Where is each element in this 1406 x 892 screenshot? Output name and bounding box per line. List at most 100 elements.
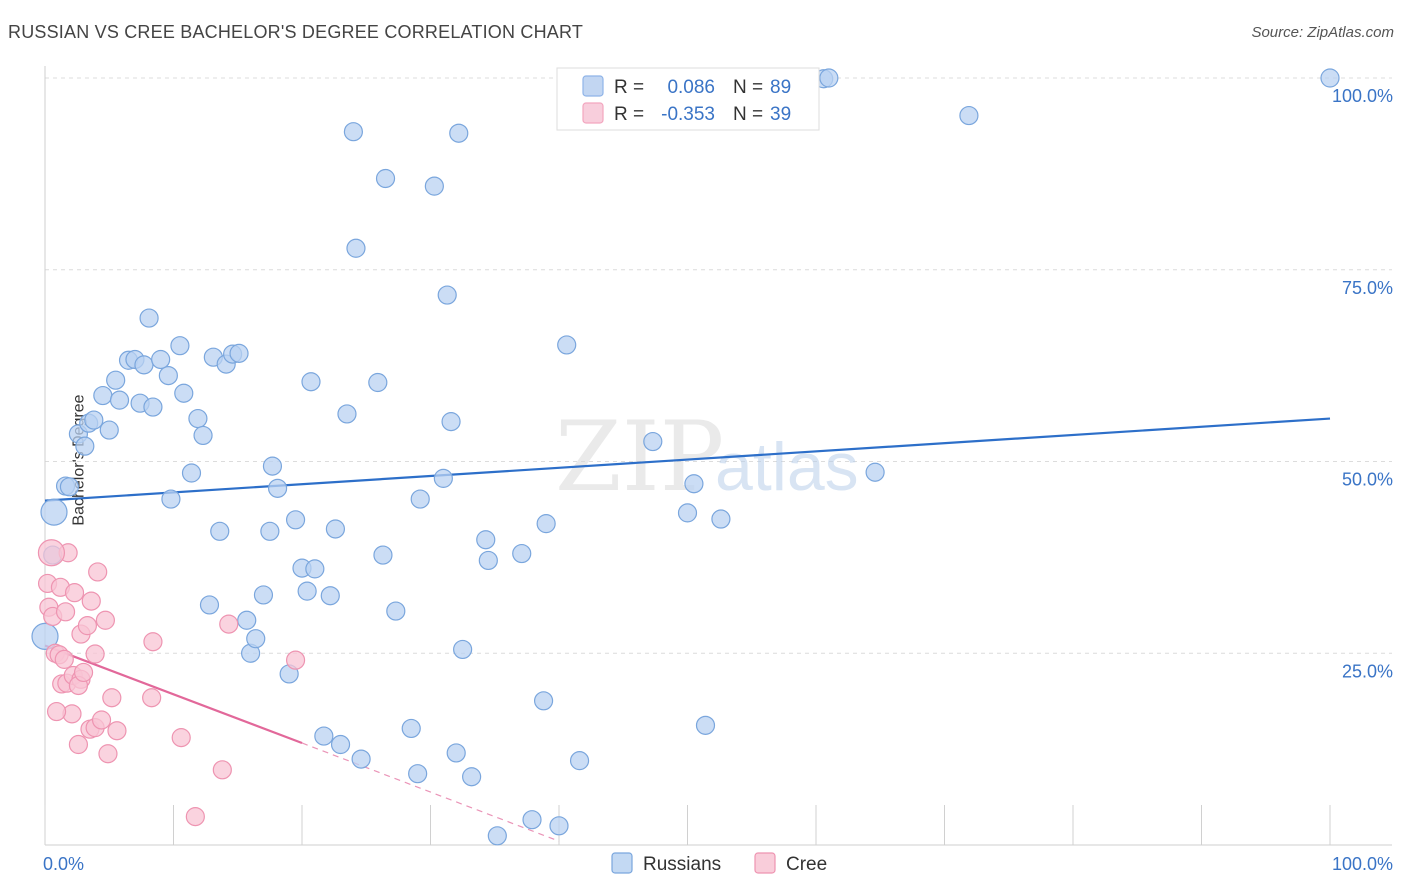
data-point-russians <box>174 383 194 403</box>
data-point-russians <box>351 749 371 769</box>
y-tick-label: 50.0% <box>1342 470 1393 490</box>
trend-lines <box>44 417 1331 842</box>
x-tick-label: 0.0% <box>43 854 84 874</box>
data-point-russians <box>267 478 288 498</box>
data-point-russians <box>401 718 421 739</box>
data-point-russians <box>301 372 321 392</box>
data-point-cree <box>64 583 85 603</box>
stats-legend-swatch <box>582 75 604 97</box>
data-point-russians <box>386 601 406 621</box>
data-point-russians <box>441 412 461 432</box>
watermark: ZIP atlas <box>555 401 859 513</box>
data-point-russians <box>453 639 473 660</box>
data-point-russians <box>337 404 357 424</box>
data-point-cree <box>73 662 94 683</box>
data-point-cree <box>77 616 98 636</box>
data-point-russians <box>375 168 396 189</box>
stats-r-value: -0.353 <box>661 104 715 125</box>
data-point-russians <box>158 365 178 386</box>
stats-n-value: 39 <box>770 104 791 125</box>
data-point-russians <box>408 764 428 784</box>
data-point-cree <box>219 614 239 634</box>
data-point-russians <box>314 726 334 746</box>
data-point-russians <box>31 622 59 650</box>
data-point-russians <box>643 431 663 452</box>
data-point-russians <box>410 489 430 509</box>
data-point-russians <box>522 810 542 830</box>
chart-source: Source: ZipAtlas.com <box>1251 24 1394 41</box>
data-point-russians <box>285 510 306 530</box>
data-point-russians <box>106 370 126 390</box>
data-point-russians <box>93 385 113 406</box>
data-point-russians <box>262 456 283 476</box>
data-point-cree <box>81 591 101 611</box>
data-point-russians <box>84 410 104 430</box>
data-point-cree <box>55 602 76 622</box>
data-point-cree <box>98 744 118 764</box>
stats-legend-swatch <box>582 102 604 124</box>
data-point-cree <box>285 650 306 670</box>
data-point-russians <box>549 816 569 836</box>
data-point-russians <box>170 336 190 356</box>
data-point-cree <box>85 644 105 664</box>
data-point-cree <box>102 688 122 708</box>
data-point-russians <box>437 285 457 305</box>
data-point-russians <box>210 521 230 541</box>
data-point-russians <box>569 751 590 771</box>
grid-lines <box>45 77 1392 654</box>
x-tick-label: 100.0% <box>1332 854 1393 874</box>
watermark-atlas: atlas <box>715 429 859 505</box>
data-point-russians <box>75 436 95 456</box>
trend-line-cree <box>44 644 303 745</box>
data-point-russians <box>59 477 80 497</box>
stats-r-value: 0.086 <box>667 77 715 98</box>
data-point-russians <box>193 425 213 446</box>
data-point-cree <box>171 728 191 748</box>
data-point-russians <box>865 462 885 482</box>
data-point-russians <box>684 474 704 494</box>
trend-line-extension-cree <box>301 742 560 842</box>
data-point-russians <box>99 420 119 440</box>
data-point-russians <box>161 489 181 509</box>
stats-n-value: 89 <box>770 77 791 98</box>
watermark-zip: ZIP <box>555 401 724 513</box>
data-point-cree <box>107 721 127 741</box>
stats-r-label: R = <box>614 77 644 98</box>
y-tick-label: 25.0% <box>1342 661 1393 681</box>
data-point-russians <box>476 530 496 550</box>
data-point-russians <box>373 545 393 565</box>
data-point-russians <box>199 595 220 615</box>
data-point-cree <box>95 610 115 630</box>
data-point-russians <box>462 767 482 787</box>
data-point-russians <box>143 397 163 417</box>
data-point-russians <box>181 463 202 483</box>
data-point-russians <box>368 372 388 393</box>
data-point-russians <box>343 122 363 142</box>
stats-n-label: N = <box>733 104 763 125</box>
data-point-russians <box>536 514 556 534</box>
data-point-russians <box>237 610 257 630</box>
data-point-russians <box>109 390 130 410</box>
data-point-russians <box>188 408 208 429</box>
data-point-cree <box>68 734 89 755</box>
data-point-russians <box>446 743 466 763</box>
axes: 100.0% 75.0% 50.0% 25.0% 0.0% 100.0% <box>43 66 1393 874</box>
data-point-russians <box>959 105 979 126</box>
data-point-russians <box>424 176 444 196</box>
data-point-russians <box>1320 68 1340 88</box>
data-point-russians <box>487 826 507 846</box>
data-point-cree <box>91 710 112 730</box>
data-point-cree <box>143 632 163 652</box>
series-legend: Russians Cree <box>611 852 827 875</box>
data-point-russians <box>229 343 249 363</box>
data-point-russians <box>819 68 839 88</box>
data-point-russians <box>711 509 731 529</box>
data-point-russians <box>253 585 274 605</box>
data-point-russians <box>478 550 498 571</box>
data-point-cree <box>46 701 67 722</box>
data-point-russians <box>533 691 554 711</box>
legend-label-russians: Russians <box>643 854 721 875</box>
data-point-russians <box>260 521 280 541</box>
data-point-russians <box>330 734 351 755</box>
data-point-russians <box>305 559 325 579</box>
